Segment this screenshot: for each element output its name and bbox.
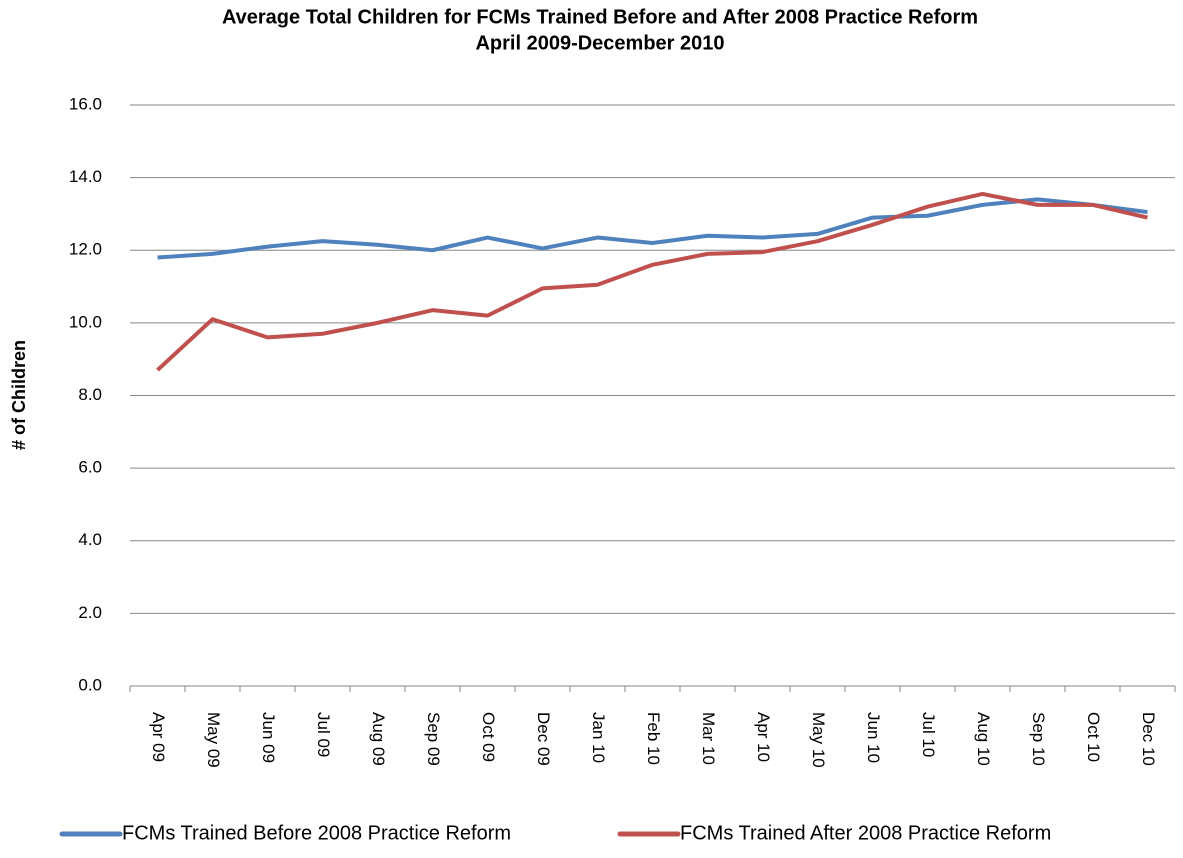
series-line: [157, 197, 1148, 260]
y-tick-label: 2.0: [78, 603, 102, 622]
x-tick-label: Apr 10: [754, 712, 773, 762]
series-line: [156, 191, 1148, 372]
x-tick-label: Jul 10: [919, 712, 938, 757]
x-tick-label: Apr 09: [149, 712, 168, 762]
chart-subtitle: April 2009-December 2010: [475, 32, 724, 54]
x-tick-label: Sep 09: [424, 712, 443, 766]
y-tick-label: 6.0: [78, 458, 102, 477]
x-tick-label: Dec 09: [534, 712, 553, 766]
x-tick-label: May 10: [809, 712, 828, 768]
y-tick-label: 16.0: [69, 94, 102, 113]
x-tick-label: Oct 10: [1084, 712, 1103, 762]
y-tick-label: 4.0: [78, 530, 102, 549]
y-tick-label: 0.0: [78, 675, 102, 694]
y-axis-label: # of Children: [9, 340, 29, 450]
x-tick-label: Dec 10: [1139, 712, 1158, 766]
x-tick-label: Mar 10: [699, 712, 718, 765]
x-tick-label: Jun 09: [259, 712, 278, 763]
x-tick-label: Oct 09: [479, 712, 498, 762]
chart-title: Average Total Children for FCMs Trained …: [222, 6, 978, 28]
legend-label: FCMs Trained Before 2008 Practice Reform: [122, 822, 511, 844]
x-tick-label: Sep 10: [1029, 712, 1048, 766]
x-tick-label: May 09: [204, 712, 223, 768]
legend-label: FCMs Trained After 2008 Practice Reform: [680, 822, 1051, 844]
x-tick-label: Aug 09: [369, 712, 388, 766]
y-tick-label: 14.0: [69, 167, 102, 186]
x-tick-label: Aug 10: [974, 712, 993, 766]
x-tick-label: Jan 10: [589, 712, 608, 763]
y-tick-label: 8.0: [78, 385, 102, 404]
y-tick-label: 12.0: [69, 240, 102, 259]
x-tick-label: Jun 10: [864, 712, 883, 763]
y-tick-label: 10.0: [69, 312, 102, 331]
x-tick-label: Feb 10: [644, 712, 663, 765]
x-tick-label: Jul 09: [314, 712, 333, 757]
